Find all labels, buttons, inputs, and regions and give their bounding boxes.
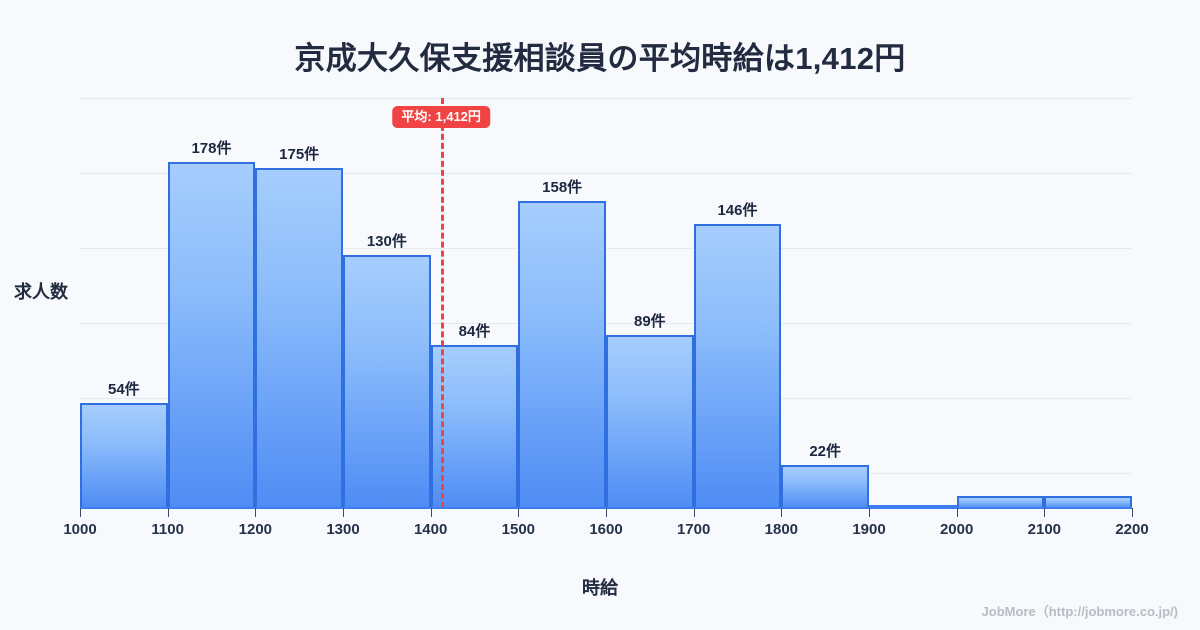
bar-value-label: 54件 — [107, 381, 140, 399]
x-axis-tick — [518, 508, 520, 517]
average-badge: 平均: 1,412円 — [392, 106, 490, 128]
bar[interactable] — [430, 344, 519, 508]
bar-value-label: 89件 — [633, 313, 666, 331]
bar[interactable] — [80, 403, 168, 508]
x-axis-tick-label: 2100 — [1027, 521, 1062, 538]
bar-value-label: 22件 — [809, 443, 841, 461]
bar-series: 54件 178件 175件 130件 84件 158件 89件 146件 22件 — [80, 98, 1132, 508]
x-axis-tick-label: 1500 — [501, 521, 536, 538]
x-axis-tick — [1044, 508, 1046, 517]
gridline — [80, 248, 1132, 249]
plot-area: 54件 178件 175件 130件 84件 158件 89件 146件 22件 平均: 1,4… — [80, 98, 1132, 508]
x-axis-tick — [167, 508, 169, 517]
x-axis-tick-label: 1100 — [151, 521, 184, 538]
bar-value-label: 175件 — [279, 145, 320, 163]
x-axis-tick — [1132, 508, 1133, 517]
x-axis-tick-label: 2200 — [1115, 521, 1149, 538]
page-title: 京成大久保支援相談員の平均時給は1,412円 — [294, 41, 906, 76]
gridline — [80, 323, 1132, 324]
bar[interactable] — [255, 167, 343, 508]
x-axis-tick — [956, 508, 958, 517]
gridline — [80, 173, 1132, 174]
bar[interactable] — [1044, 496, 1132, 508]
average-line — [441, 98, 445, 508]
x-axis-tick — [343, 508, 344, 517]
x-axis-tick-label: 1300 — [326, 521, 360, 538]
bar-value-label: 130件 — [366, 233, 407, 251]
x-axis-tick-label: 1800 — [764, 521, 799, 538]
bar[interactable] — [693, 224, 782, 508]
x-axis-tick — [430, 508, 432, 517]
x-axis-tick — [869, 508, 870, 517]
x-axis-tick-label: 2000 — [939, 521, 974, 538]
x-axis-title: 時給 — [582, 578, 618, 598]
bar-value-label: 178件 — [191, 140, 232, 158]
x-axis-tick-label: 1000 — [63, 521, 97, 538]
x-axis-tick — [80, 508, 81, 517]
x-axis-tick-label: 1700 — [676, 521, 711, 538]
bar[interactable] — [606, 335, 694, 508]
bar-value-label: 158件 — [542, 179, 583, 196]
bar-value-label: 84件 — [458, 322, 491, 340]
x-axis-tick — [781, 508, 783, 517]
bar[interactable] — [343, 255, 431, 508]
x-axis-tick-label: 1900 — [852, 521, 886, 538]
bar[interactable] — [781, 465, 869, 508]
bar[interactable] — [518, 201, 606, 508]
x-axis-tick-label: 1200 — [238, 521, 273, 538]
x-axis-tick — [255, 508, 257, 517]
footer-credit: JobMore（http://jobmore.co.jp/) — [981, 604, 1178, 619]
x-axis-tick-label: 1600 — [589, 521, 623, 538]
gridline — [80, 98, 1132, 99]
x-axis-tick — [693, 508, 695, 517]
bar[interactable] — [956, 496, 1045, 508]
bar[interactable] — [167, 162, 256, 508]
x-axis-tick-label: 1400 — [413, 521, 448, 538]
bar[interactable] — [869, 505, 957, 508]
bar-value-label: 146件 — [717, 202, 758, 220]
y-axis-title: 求人数 — [14, 282, 68, 302]
x-axis-tick — [606, 508, 607, 517]
